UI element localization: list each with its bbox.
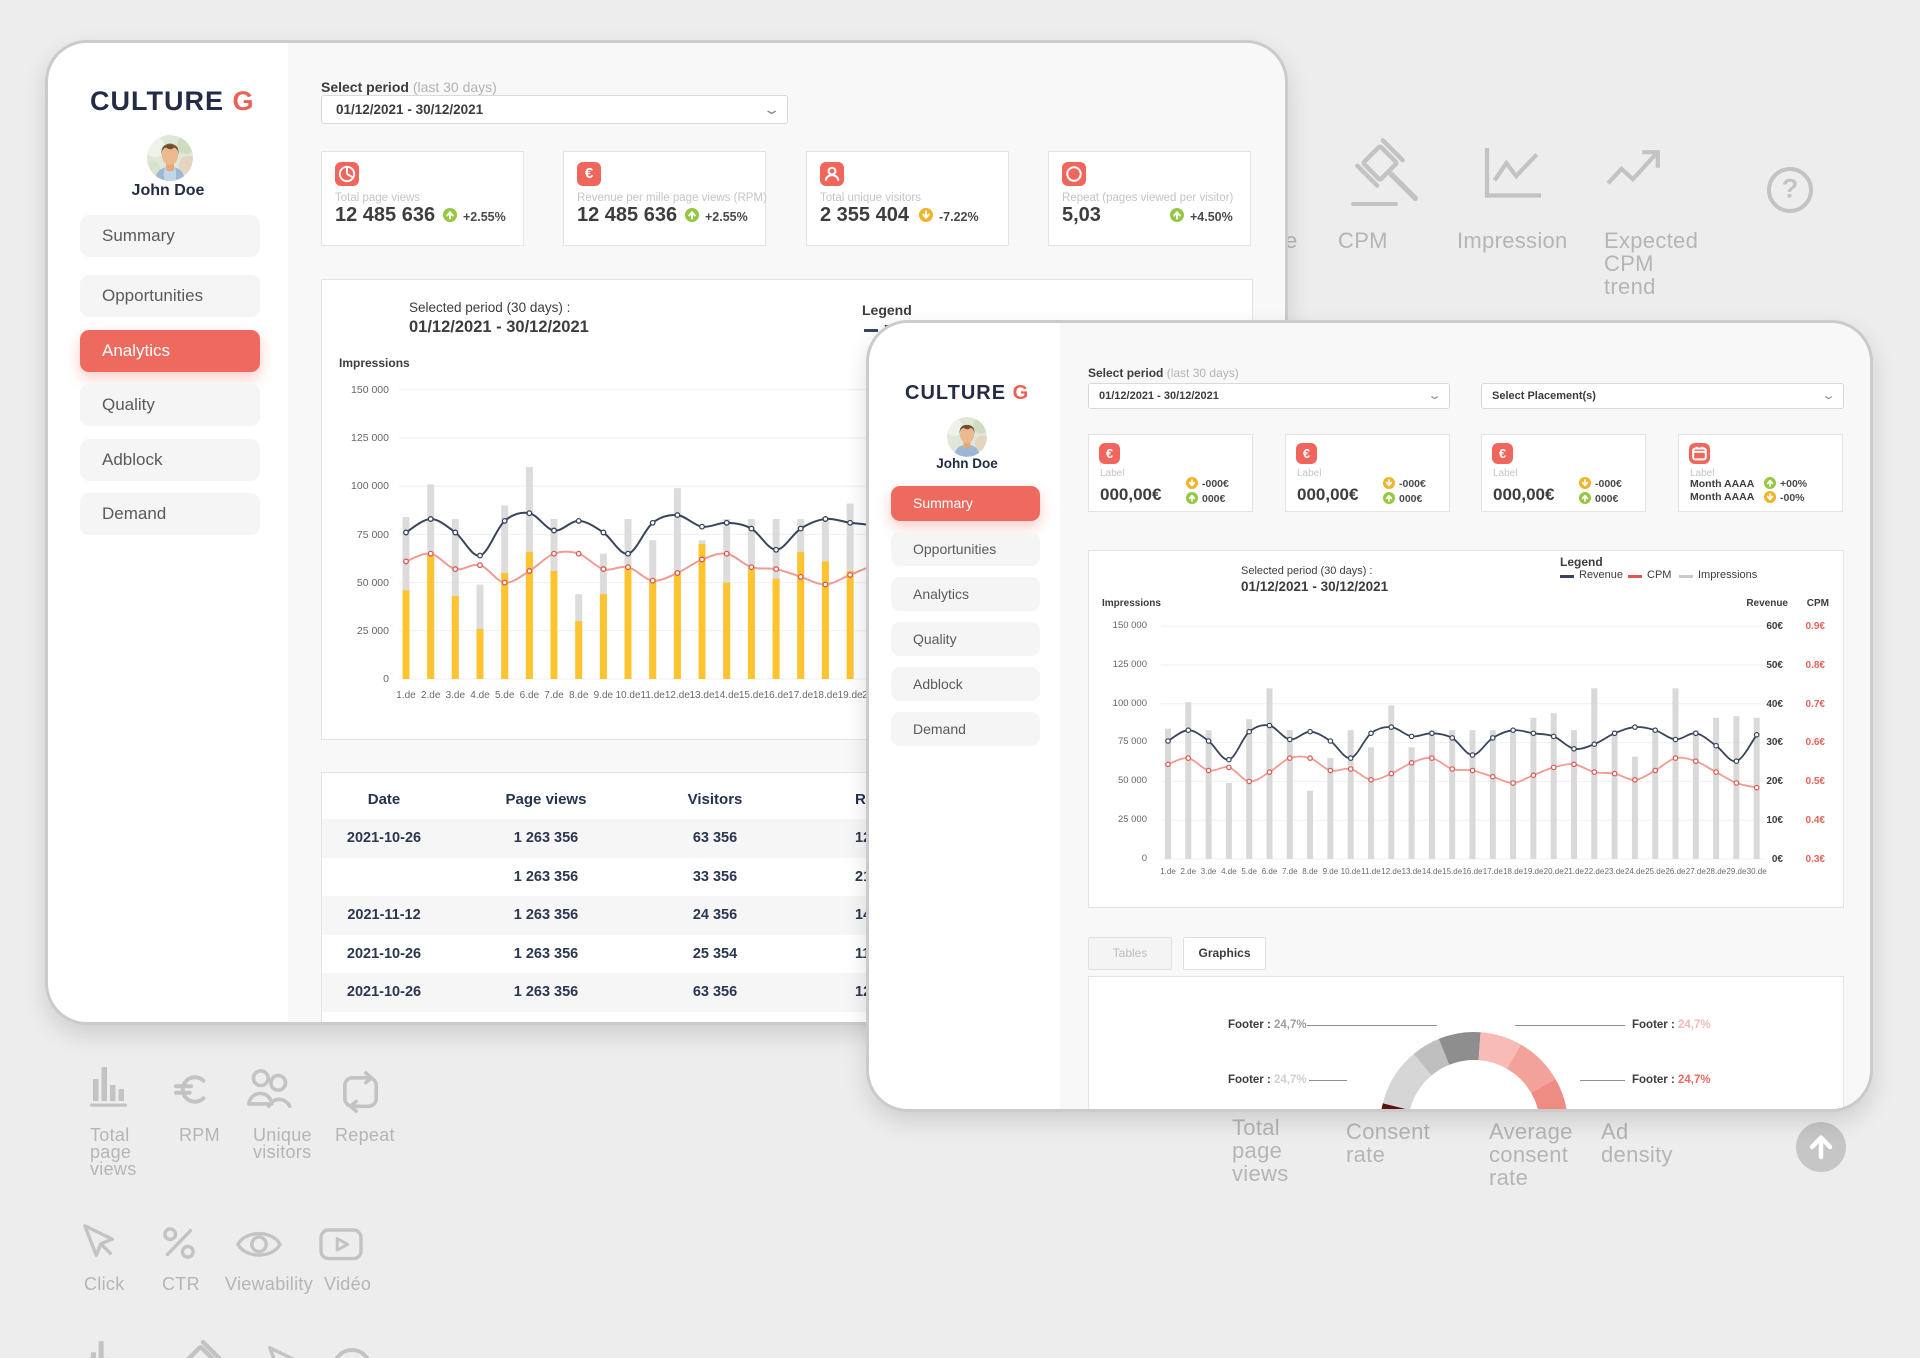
svg-text:?: ? (1782, 173, 1799, 203)
svg-text:17.de: 17.de (1483, 867, 1504, 876)
svg-text:13.de: 13.de (689, 690, 714, 701)
svg-text:29.de: 29.de (1726, 867, 1747, 876)
svg-text:14.de: 14.de (1422, 867, 1443, 876)
svg-text:21.de: 21.de (1564, 867, 1585, 876)
svg-text:25.de: 25.de (1645, 867, 1666, 876)
svg-text:7.de: 7.de (1282, 867, 1298, 876)
svg-text:23.de: 23.de (1605, 867, 1626, 876)
svg-text:8.de: 8.de (569, 690, 589, 701)
svg-text:20.de: 20.de (1544, 867, 1565, 876)
svg-text:16.de: 16.de (1462, 867, 1483, 876)
svg-text:9.de: 9.de (594, 690, 614, 701)
svg-text:5.de: 5.de (495, 690, 515, 701)
svg-text:2.de: 2.de (1181, 867, 1197, 876)
svg-text:11.de: 11.de (641, 690, 666, 701)
svg-text:2.de: 2.de (421, 690, 441, 701)
svg-text:4.de: 4.de (1221, 867, 1237, 876)
svg-text:27.de: 27.de (1686, 867, 1707, 876)
svg-text:30.de: 30.de (1747, 867, 1768, 876)
svg-text:?: ? (345, 1353, 359, 1358)
svg-text:3.de: 3.de (1201, 867, 1217, 876)
svg-text:12.de: 12.de (1381, 867, 1402, 876)
svg-text:5.de: 5.de (1241, 867, 1257, 876)
svg-text:6.de: 6.de (520, 690, 540, 701)
svg-text:1.de: 1.de (396, 690, 416, 701)
svg-text:15.de: 15.de (739, 690, 764, 701)
svg-text:11.de: 11.de (1361, 867, 1381, 876)
svg-text:12.de: 12.de (665, 690, 690, 701)
svg-text:26.de: 26.de (1665, 867, 1686, 876)
svg-text:1.de: 1.de (1160, 867, 1176, 876)
svg-text:16.de: 16.de (764, 690, 789, 701)
svg-text:17.de: 17.de (788, 690, 813, 701)
svg-text:8.de: 8.de (1302, 867, 1318, 876)
svg-text:22.de: 22.de (1584, 867, 1605, 876)
svg-text:4.de: 4.de (470, 690, 490, 701)
svg-text:6.de: 6.de (1262, 867, 1278, 876)
svg-text:19.de: 19.de (838, 690, 863, 701)
svg-text:14.de: 14.de (714, 690, 739, 701)
svg-text:15.de: 15.de (1442, 867, 1463, 876)
svg-text:10.de: 10.de (615, 690, 640, 701)
svg-text:10.de: 10.de (1341, 867, 1362, 876)
svg-text:28.de: 28.de (1706, 867, 1727, 876)
svg-text:24.de: 24.de (1625, 867, 1646, 876)
svg-text:18.de: 18.de (1503, 867, 1524, 876)
svg-text:13.de: 13.de (1402, 867, 1423, 876)
svg-text:3.de: 3.de (446, 690, 466, 701)
svg-text:18.de: 18.de (813, 690, 838, 701)
svg-text:7.de: 7.de (544, 690, 564, 701)
svg-text:19.de: 19.de (1523, 867, 1544, 876)
svg-text:9.de: 9.de (1323, 867, 1339, 876)
